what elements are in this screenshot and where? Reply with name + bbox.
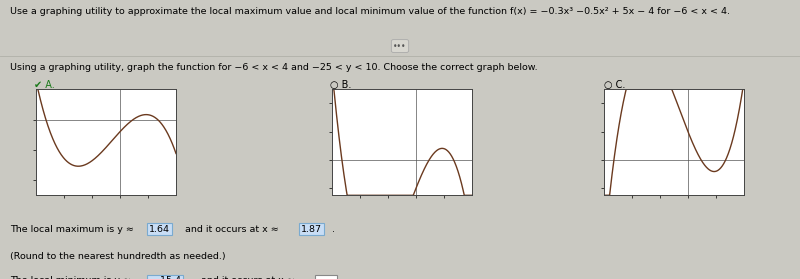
Text: and it occurs at x ≈: and it occurs at x ≈: [182, 225, 282, 234]
Text: •••: •••: [394, 42, 406, 50]
Text: ○ B.: ○ B.: [330, 80, 352, 90]
Text: and it occurs at x ≈: and it occurs at x ≈: [198, 276, 298, 279]
Text: Using a graphing utility, graph the function for −6 < x < 4 and −25 < y < 10. Ch: Using a graphing utility, graph the func…: [10, 63, 538, 72]
Text: − 15.4: − 15.4: [149, 276, 181, 279]
Text: The local minimum is y ≈: The local minimum is y ≈: [10, 276, 134, 279]
Text: (Round to the nearest hundredth as needed.): (Round to the nearest hundredth as neede…: [10, 252, 226, 261]
Text: 1.87: 1.87: [301, 225, 322, 234]
Text: ✔ A.: ✔ A.: [34, 80, 54, 90]
Text: 1.64: 1.64: [149, 225, 170, 234]
Text: .: .: [332, 225, 335, 234]
Text: The local maximum is y ≈: The local maximum is y ≈: [10, 225, 137, 234]
Text: Use a graphing utility to approximate the local maximum value and local minimum : Use a graphing utility to approximate th…: [10, 7, 730, 16]
Text: ○ C.: ○ C.: [604, 80, 626, 90]
